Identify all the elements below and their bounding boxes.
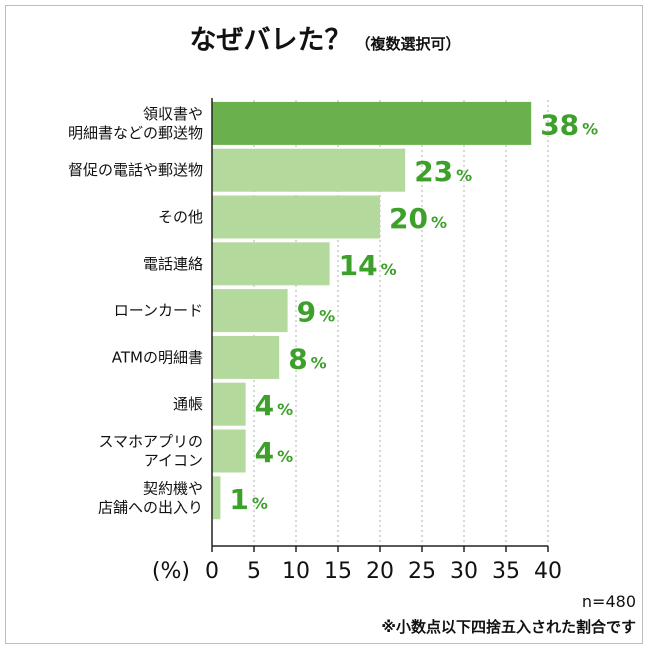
bar-5 (212, 335, 280, 379)
sample-size-note: n=480 (581, 592, 636, 611)
value-label-4: 9% (297, 296, 336, 329)
x-tick-label-40: 40 (534, 559, 562, 584)
value-label-0: 38% (540, 108, 598, 141)
category-label-7-1: アイコン (144, 452, 203, 470)
title-subtitle: （複数選択可） (355, 35, 461, 53)
bar-layer (212, 101, 532, 520)
rounding-note: ※小数点以下四捨五入された割合です (381, 618, 636, 636)
chart-title: なぜバレた？ （複数選択可） (0, 18, 650, 57)
bar-3 (212, 242, 330, 286)
bar-7 (212, 429, 246, 473)
category-label-8-1: 店舗への出入り (98, 498, 203, 516)
value-label-5: 8% (288, 342, 327, 375)
axis-layer: 0 5 10 15 20 25 30 35 40 (%) (152, 98, 562, 584)
value-label-3: 14% (339, 249, 397, 282)
category-label-0-1: 明細書などの郵送物 (68, 124, 203, 142)
category-label-6: 通帳 (173, 395, 203, 413)
bar-1 (212, 148, 406, 192)
x-tick-label-35: 35 (492, 559, 520, 584)
category-label-3: 電話連絡 (143, 255, 203, 273)
value-label-7: 4% (255, 436, 294, 469)
category-label-0-0: 領収書や (143, 105, 203, 123)
x-tick-label-10: 10 (282, 559, 310, 584)
bar-0 (212, 101, 532, 145)
bar-8 (212, 476, 221, 520)
title-main: なぜバレた？ (189, 25, 352, 56)
x-tick-label-5: 5 (247, 559, 261, 584)
category-label-8-0: 契約機や (143, 479, 203, 497)
x-tick-label-15: 15 (324, 559, 352, 584)
x-axis-unit-label: (%) (152, 559, 190, 584)
category-label-5: ATMの明細書 (112, 348, 203, 366)
bar-2 (212, 195, 380, 239)
category-label-7-0: スマホアプリの (98, 433, 203, 451)
bar-4 (212, 289, 288, 333)
category-label-2: その他 (158, 208, 203, 226)
value-label-8: 1% (229, 483, 268, 516)
x-tick-label-20: 20 (366, 559, 394, 584)
value-label-2: 20% (389, 202, 447, 235)
grid-layer (253, 100, 549, 546)
bar-6 (212, 382, 246, 426)
category-label-4: ローンカード (114, 302, 203, 320)
value-label-1: 23% (414, 155, 472, 188)
x-tick-label-30: 30 (450, 559, 478, 584)
category-label-1: 督促の電話や郵送物 (68, 161, 203, 179)
x-tick-label-25: 25 (408, 559, 436, 584)
x-tick-label-0: 0 (205, 559, 219, 584)
value-label-6: 4% (255, 389, 294, 422)
